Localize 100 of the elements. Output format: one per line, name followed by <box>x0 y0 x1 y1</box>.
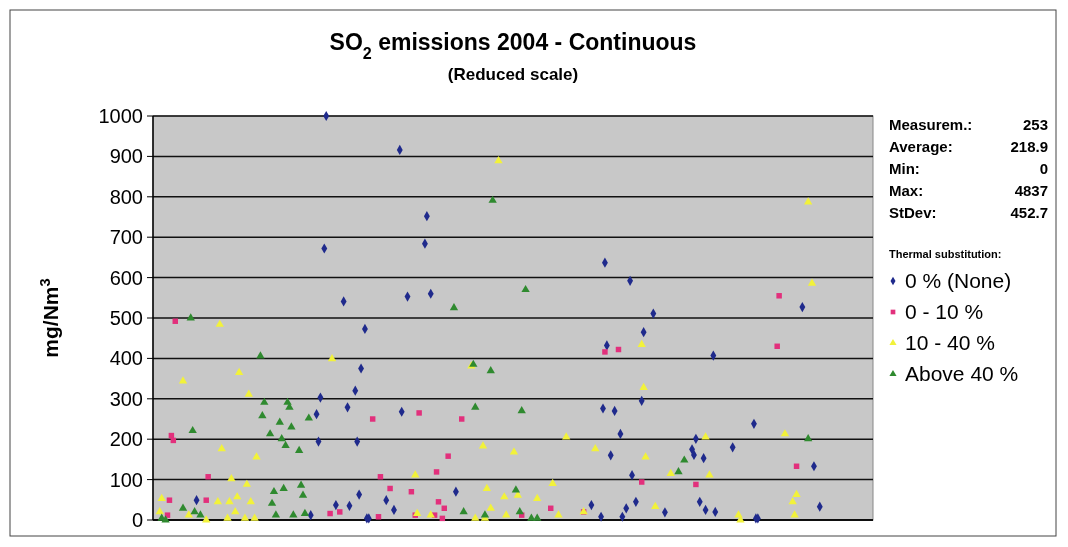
point <box>188 425 197 434</box>
text: Min: 0 <box>889 160 1048 177</box>
y-tick-label: 600 <box>109 266 143 289</box>
point <box>244 389 253 397</box>
y-tick-label: 100 <box>109 468 143 491</box>
point <box>459 507 468 515</box>
point <box>413 508 422 516</box>
point <box>184 510 193 518</box>
point <box>591 444 600 452</box>
point <box>701 432 710 440</box>
point <box>433 469 440 475</box>
point <box>488 195 497 203</box>
point <box>651 501 660 510</box>
point <box>533 513 542 521</box>
point <box>792 489 801 497</box>
point <box>486 503 495 511</box>
point <box>161 515 170 523</box>
point <box>375 514 382 520</box>
y-tick-label: 700 <box>109 226 143 249</box>
point <box>166 497 173 503</box>
point <box>258 410 267 419</box>
text: Max: 4837 <box>889 182 1048 199</box>
point <box>435 499 442 505</box>
y-tick-label: 800 <box>109 185 143 208</box>
point <box>225 497 234 505</box>
point <box>562 432 571 440</box>
point <box>445 453 451 459</box>
text: Average: 218.9 <box>889 138 1048 155</box>
point <box>202 515 211 523</box>
point <box>517 406 526 414</box>
point <box>674 467 683 475</box>
point <box>178 503 188 511</box>
point <box>294 445 304 453</box>
point <box>377 474 384 480</box>
point <box>157 493 166 501</box>
point <box>296 480 306 488</box>
point <box>774 343 780 350</box>
point <box>300 508 310 516</box>
legend-label: 10 - 40 % <box>905 331 995 354</box>
point <box>502 510 511 518</box>
point <box>790 510 799 518</box>
point <box>240 513 250 521</box>
point <box>155 507 164 515</box>
point <box>458 416 465 422</box>
point <box>776 293 782 299</box>
point <box>277 433 286 442</box>
point <box>602 349 608 355</box>
point <box>298 490 308 498</box>
point <box>275 417 284 425</box>
y-tick-label: 500 <box>109 307 143 329</box>
point <box>416 410 422 416</box>
point <box>637 339 646 348</box>
point <box>788 497 797 505</box>
point <box>223 513 232 521</box>
point <box>172 318 178 324</box>
point <box>638 479 645 485</box>
point <box>215 319 224 327</box>
point <box>511 485 521 493</box>
point <box>639 382 648 390</box>
y-tick-label: 200 <box>109 428 143 451</box>
point <box>196 510 205 518</box>
point <box>426 510 435 518</box>
point <box>515 507 524 515</box>
point <box>494 156 503 164</box>
point <box>449 303 459 311</box>
point <box>203 497 209 503</box>
point <box>252 452 261 460</box>
point <box>780 429 790 437</box>
legend-label: Above 40 % <box>905 362 1019 385</box>
point <box>256 351 265 359</box>
y-tick-label: 300 <box>109 387 143 410</box>
point <box>387 485 393 492</box>
chart-title: SO$_{2}$ emissions 2004 - Continuous <box>329 29 697 62</box>
point <box>486 366 495 374</box>
point <box>213 497 222 505</box>
point <box>327 510 333 517</box>
point <box>205 474 211 480</box>
point <box>554 510 563 518</box>
y-tick-label: 400 <box>109 347 143 370</box>
point <box>217 444 226 452</box>
point <box>807 278 817 286</box>
point <box>269 486 279 495</box>
y-tick-label: 1000 <box>98 105 143 127</box>
point <box>327 354 337 362</box>
point <box>260 397 269 405</box>
point <box>533 493 542 501</box>
point <box>641 452 650 460</box>
point <box>227 473 236 482</box>
chart-subtitle: (Reduced scale) <box>447 65 579 84</box>
legend-title: Thermal substitution: <box>889 248 1002 260</box>
point <box>548 478 557 487</box>
point <box>680 455 689 463</box>
legend-label: 0 - 10 % <box>905 300 984 323</box>
point <box>233 492 242 500</box>
y-tick-label: 900 <box>109 145 143 168</box>
legend-label: 0 % (None) <box>905 269 1012 292</box>
point <box>521 284 530 293</box>
point <box>271 510 281 518</box>
point <box>804 433 813 442</box>
point <box>281 440 290 449</box>
